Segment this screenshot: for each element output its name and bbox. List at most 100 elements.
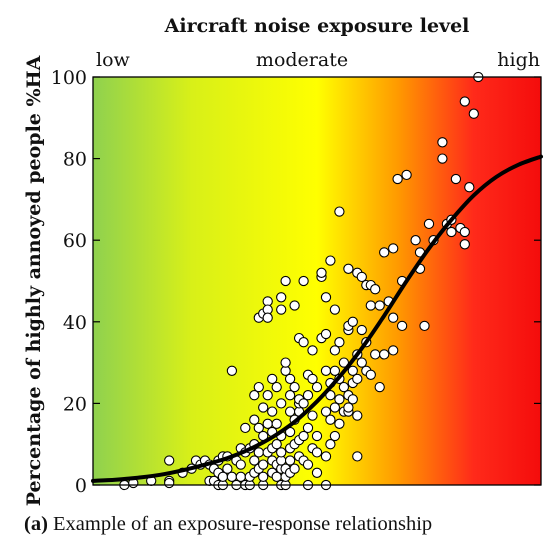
data-point <box>316 267 327 278</box>
data-point <box>410 235 421 246</box>
data-point <box>253 447 264 458</box>
data-point <box>307 345 318 356</box>
data-point <box>379 349 390 360</box>
exposure-label-low: low <box>96 49 131 71</box>
data-point <box>311 381 323 393</box>
data-point <box>271 439 282 450</box>
data-point <box>276 398 287 409</box>
data-point <box>396 320 408 332</box>
data-point <box>459 239 470 250</box>
data-point <box>302 459 314 470</box>
data-point <box>325 414 336 425</box>
data-point <box>226 365 238 376</box>
data-point <box>388 243 399 254</box>
data-point <box>343 402 354 413</box>
data-point <box>307 410 318 421</box>
data-point <box>253 381 264 393</box>
data-point <box>289 300 300 311</box>
data-point <box>289 463 300 474</box>
figure-caption: (a) Example of an exposure-response rela… <box>24 513 554 536</box>
data-point <box>334 337 345 348</box>
data-point <box>262 390 273 401</box>
data-point <box>325 439 336 450</box>
data-point <box>329 430 341 442</box>
data-point <box>307 373 318 385</box>
data-point <box>329 365 341 376</box>
data-point <box>249 455 260 466</box>
data-point <box>276 304 287 315</box>
data-point <box>320 292 332 303</box>
data-point <box>284 390 296 401</box>
data-point <box>352 373 363 385</box>
data-point <box>347 394 358 405</box>
data-point <box>468 108 479 119</box>
data-point <box>298 430 309 442</box>
data-point <box>446 226 457 238</box>
data-point <box>329 304 341 315</box>
data-point <box>459 96 470 107</box>
data-point <box>271 418 282 429</box>
data-point <box>320 451 332 462</box>
data-point <box>222 463 233 474</box>
data-point <box>388 345 399 356</box>
data-point <box>235 459 246 470</box>
data-point <box>276 447 287 458</box>
y-tick-label-60: 60 <box>63 230 87 252</box>
caption-label: (a) <box>24 513 48 535</box>
data-point <box>280 275 291 287</box>
data-point <box>284 373 296 385</box>
data-point <box>356 271 367 283</box>
data-point <box>311 447 323 458</box>
data-point <box>329 345 341 356</box>
data-point <box>258 402 269 413</box>
data-point <box>249 390 260 401</box>
data-point <box>284 455 296 466</box>
data-point <box>267 406 278 417</box>
data-point <box>334 394 345 405</box>
data-point <box>379 247 390 258</box>
data-point <box>423 218 435 230</box>
caption-text: Example of an exposure-response relation… <box>53 513 433 535</box>
data-point <box>392 173 403 185</box>
data-point <box>365 369 376 380</box>
data-point <box>437 137 448 148</box>
data-point <box>320 365 332 376</box>
data-point <box>352 410 363 421</box>
fit-curve <box>91 154 543 483</box>
data-point <box>347 316 358 327</box>
data-point <box>320 328 332 340</box>
data-point <box>338 381 350 393</box>
data-point <box>370 284 381 295</box>
y-tick-label-20: 20 <box>63 393 87 415</box>
y-ticks: 0 20 40 60 80 100 <box>51 67 541 497</box>
data-point <box>450 173 462 185</box>
data-point <box>325 255 336 266</box>
data-point <box>347 365 358 376</box>
data-point <box>289 381 300 393</box>
plot-background <box>93 77 541 485</box>
data-point <box>298 275 309 287</box>
data-point <box>302 390 314 401</box>
data-point <box>356 357 367 368</box>
data-point <box>343 263 354 274</box>
data-point <box>253 422 264 434</box>
data-point <box>271 381 282 393</box>
data-point <box>320 406 332 417</box>
y-tick-label-40: 40 <box>63 312 87 334</box>
plot-frame <box>92 76 542 486</box>
data-point <box>365 300 376 311</box>
data-point <box>298 337 309 348</box>
data-point <box>334 206 345 217</box>
data-point <box>267 373 278 385</box>
data-point <box>325 390 336 401</box>
exposure-label-moderate: moderate <box>256 49 348 71</box>
data-point <box>164 455 175 466</box>
data-point <box>352 451 363 462</box>
data-point <box>311 467 323 478</box>
y-axis-label: Percentage of highly annoyed people %HA <box>23 55 45 506</box>
y-tick-label-0: 0 <box>75 475 87 497</box>
data-point <box>276 292 287 303</box>
data-point <box>370 349 381 360</box>
data-point <box>388 312 399 323</box>
y-tick-label-100: 100 <box>51 67 87 89</box>
